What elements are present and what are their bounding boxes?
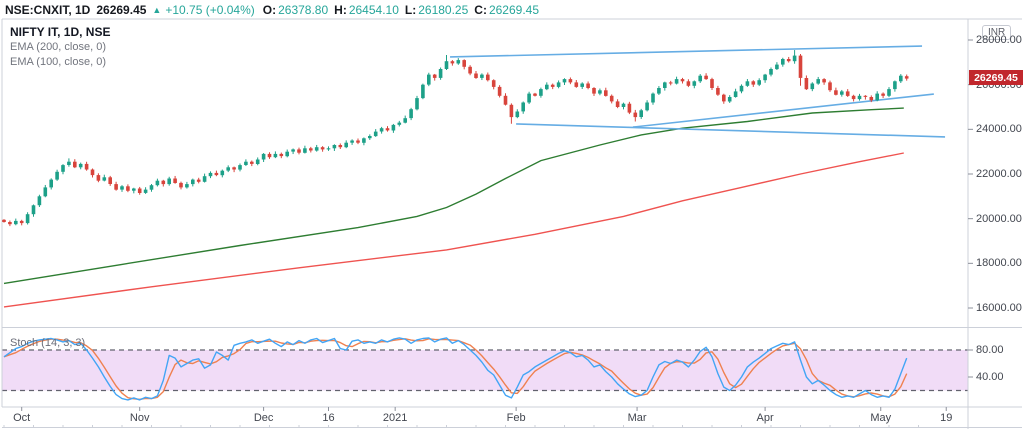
time-axis-label: Apr (756, 412, 774, 424)
price-axis-label: 20000.00 (976, 213, 1022, 225)
ohlc-open-label: O: (262, 3, 277, 17)
symbol-title: NSE:CNXIT, 1D (5, 3, 91, 17)
legend-ema-100[interactable]: EMA (100, close, 0) (10, 56, 106, 68)
last-price: 26269.45 (96, 3, 147, 17)
time-axis-label: Nov (129, 412, 150, 424)
time-axis-label: Dec (253, 412, 274, 424)
legend-symbol-title[interactable]: NIFTY IT, 1D, NSE (10, 25, 111, 39)
price-change: +10.75 (+0.04%) (165, 3, 255, 17)
price-axis-label: 16000.00 (976, 302, 1022, 314)
time-axis-label: Oct (13, 412, 31, 424)
currency-badge: INR (982, 25, 1012, 40)
time-axis-label: 19 (940, 412, 953, 424)
price-axis-label: 18000.00 (976, 257, 1022, 269)
stoch-axis-label-80: 80.00 (976, 344, 1004, 356)
time-axis-label: 16 (322, 412, 335, 424)
time-axis-label: 2021 (382, 412, 408, 424)
ohlc-close-label: C: (474, 3, 487, 17)
ohlc-close-value: 26269.45 (488, 3, 540, 17)
price-axis-label: 24000.00 (976, 123, 1022, 135)
price-axis-label: 22000.00 (976, 168, 1022, 180)
ohlc-high-label: H: (334, 3, 347, 17)
up-arrow-icon: ▲ (152, 5, 162, 15)
time-axis-label: Feb (506, 412, 526, 424)
ohlc-high-value: 26454.10 (348, 3, 399, 17)
ohlc-low-label: L: (404, 3, 417, 17)
price-axis[interactable]: INR 28000.00 26000.00 24000.00 22000.00 … (968, 19, 1024, 407)
time-axis[interactable]: Oct Nov Dec 16 2021 Feb Mar Apr May 19 (0, 407, 1024, 429)
ohlc-open-value: 26378.80 (278, 3, 329, 17)
legend: NIFTY IT, 1D, NSE EMA (200, close, 0) EM… (10, 25, 110, 70)
price-axis-label: 28000.00 (976, 34, 1022, 46)
time-axis-label: Mar (627, 412, 647, 424)
time-axis-label: May (870, 412, 892, 424)
ohlc-low-value: 26180.25 (418, 3, 469, 17)
stoch-indicator-label[interactable]: Stoch (14, 3, 3) (10, 337, 86, 349)
stoch-axis-label-40: 40.00 (976, 371, 1004, 383)
symbol-info-bar: NSE:CNXIT, 1D 26269.45 ▲ +10.75 (+0.04%)… (5, 2, 539, 18)
legend-ema-200[interactable]: EMA (200, close, 0) (10, 41, 106, 53)
last-price-badge: 26269.45 (969, 70, 1023, 85)
